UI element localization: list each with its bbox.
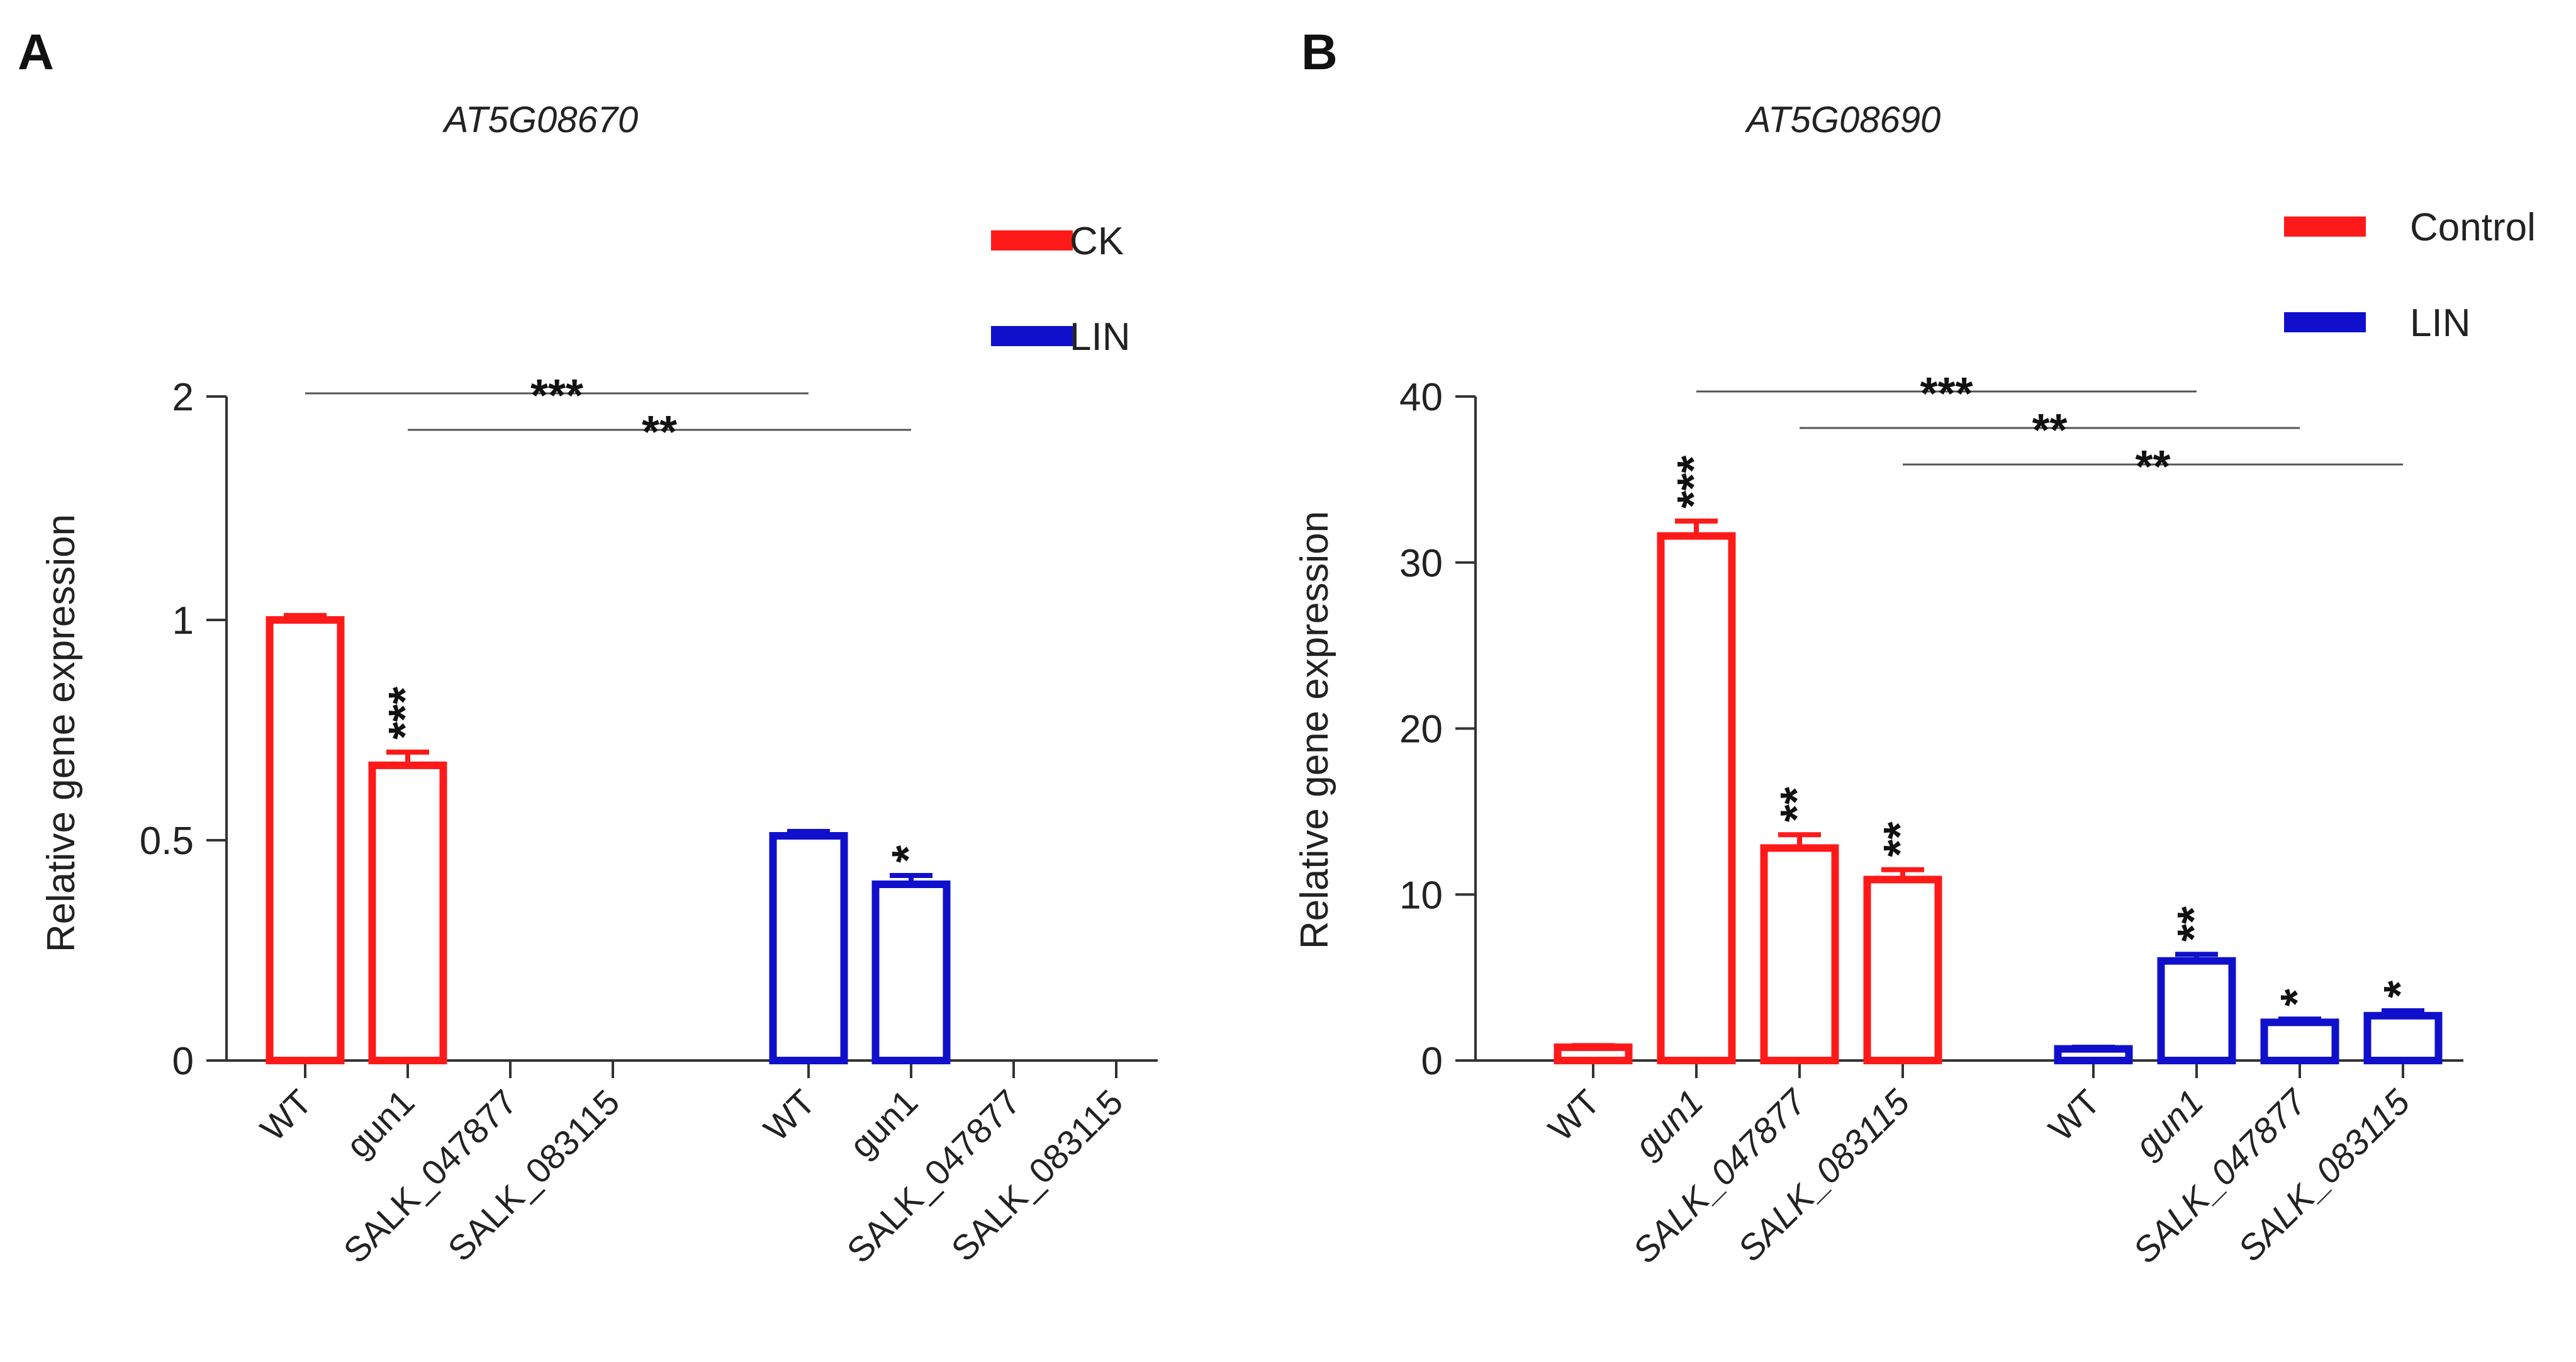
panel-letter: B xyxy=(1301,24,1338,80)
significance-stars: ** xyxy=(1875,822,1925,857)
x-tick-label: WT xyxy=(2041,1082,2107,1149)
legend-label: LIN xyxy=(2410,301,2470,345)
bar xyxy=(1863,875,1942,1064)
significance-stars: * xyxy=(883,845,934,863)
y-tick-label: 20 xyxy=(1399,708,1443,751)
y-tick-label: 0.5 xyxy=(140,819,194,863)
bar xyxy=(2260,1018,2339,1065)
legend-label: LIN xyxy=(1070,315,1130,359)
legend-swatch xyxy=(2284,217,2366,237)
x-tick-label: gun1 xyxy=(339,1082,422,1166)
y-axis-label: Relative gene expression xyxy=(40,514,83,952)
legend-swatch xyxy=(991,230,1073,250)
x-tick-label: gun1 xyxy=(1627,1082,1711,1166)
bar xyxy=(2157,957,2236,1064)
legend-swatch xyxy=(991,326,1073,346)
bar xyxy=(266,616,345,1064)
bar xyxy=(368,762,447,1064)
panel-a-chart: A AT5G08670 0 0.5 1 2 Relative gene expression… xyxy=(18,24,1158,1271)
chart-title: AT5G08670 xyxy=(442,99,638,140)
significance-stars: ** xyxy=(2169,906,2219,942)
significance-stars: *** xyxy=(380,687,430,740)
y-tick-label: 40 xyxy=(1399,376,1443,419)
legend-swatch xyxy=(2284,312,2366,332)
x-tick-label: WT xyxy=(252,1082,319,1149)
panel-b-chart: B AT5G08690 0 10 20 30 40 Relative gene express… xyxy=(1293,24,2536,1271)
significance-stars: * xyxy=(2375,981,2426,998)
bar xyxy=(1657,532,1736,1064)
comparison-stars: ** xyxy=(2135,442,2170,492)
comparison-stars: ** xyxy=(2032,405,2067,456)
y-tick-label: 0 xyxy=(1421,1040,1443,1083)
y-tick-label: 10 xyxy=(1399,874,1443,917)
bar xyxy=(2054,1045,2133,1064)
comparison-stars: *** xyxy=(1920,369,1973,419)
y-tick-label: 0 xyxy=(172,1040,194,1083)
y-tick-label: 1 xyxy=(172,599,194,643)
y-tick-label: 2 xyxy=(172,376,194,419)
x-tick-label: gun1 xyxy=(2127,1082,2211,1166)
legend-label: Control xyxy=(2410,206,2536,249)
legend-label: CK xyxy=(1070,220,1124,263)
x-tick-label: WT xyxy=(756,1082,822,1149)
x-tick-label: SALK_047877 xyxy=(336,1082,525,1271)
x-tick-label: SALK_047877 xyxy=(2125,1081,2315,1271)
comparison-stars: *** xyxy=(530,371,583,421)
y-tick-label: 30 xyxy=(1399,542,1443,585)
bar xyxy=(1554,1043,1633,1065)
y-axis-label: Relative gene expression xyxy=(1293,511,1336,949)
x-tick-label: SALK_047877 xyxy=(839,1082,1028,1271)
x-tick-label: SALK_047877 xyxy=(1625,1081,1815,1271)
chart-title: AT5G08690 xyxy=(1745,99,1940,140)
bar xyxy=(2363,1011,2443,1064)
bar xyxy=(769,832,848,1064)
comparison-stars: ** xyxy=(642,407,677,458)
significance-stars: * xyxy=(2272,989,2322,1006)
significance-stars: ** xyxy=(1772,787,1822,822)
bar xyxy=(871,881,951,1064)
significance-stars: *** xyxy=(1669,456,1719,509)
x-tick-label: WT xyxy=(1540,1082,1607,1149)
panel-letter: A xyxy=(18,24,54,80)
bar xyxy=(1760,844,1839,1065)
x-tick-label: gun1 xyxy=(842,1082,926,1166)
